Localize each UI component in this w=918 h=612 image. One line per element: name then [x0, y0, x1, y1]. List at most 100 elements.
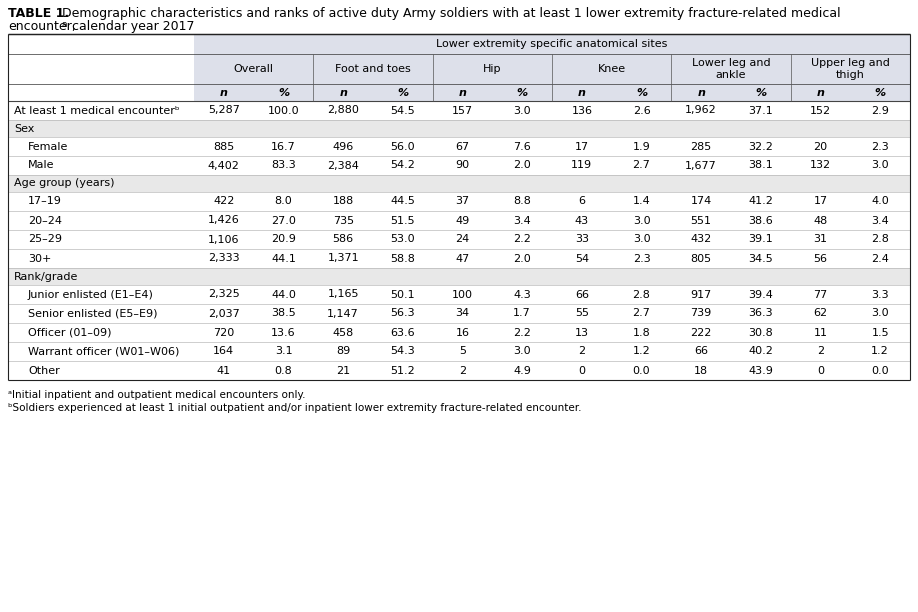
- Text: 1,147: 1,147: [328, 308, 359, 318]
- Text: 1.9: 1.9: [633, 141, 650, 152]
- Text: n: n: [817, 88, 824, 97]
- Text: a: a: [62, 20, 68, 29]
- Text: 1,426: 1,426: [208, 215, 240, 225]
- Text: 432: 432: [690, 234, 711, 245]
- Text: Age group (years): Age group (years): [14, 179, 115, 188]
- Text: 38.6: 38.6: [748, 215, 773, 225]
- Text: 0.0: 0.0: [633, 365, 650, 376]
- Text: 54.5: 54.5: [390, 105, 415, 116]
- Bar: [8, 342, 910, 361]
- Bar: [8, 230, 910, 249]
- Text: Rank/grade: Rank/grade: [14, 272, 78, 282]
- Text: 54.3: 54.3: [390, 346, 415, 357]
- Bar: [8, 137, 910, 156]
- Bar: [8, 304, 910, 323]
- Text: Male: Male: [28, 160, 54, 171]
- Text: 2.0: 2.0: [513, 253, 531, 264]
- Text: 0: 0: [817, 365, 824, 376]
- Text: Lower leg and
ankle: Lower leg and ankle: [691, 58, 770, 80]
- Text: TABLE 1.: TABLE 1.: [8, 7, 69, 20]
- Text: Demographic characteristics and ranks of active duty Army soldiers with at least: Demographic characteristics and ranks of…: [62, 7, 841, 20]
- Text: 5: 5: [459, 346, 466, 357]
- Text: %: %: [756, 88, 767, 97]
- Text: 132: 132: [810, 160, 831, 171]
- Text: Knee: Knee: [598, 64, 626, 74]
- Text: 5,287: 5,287: [207, 105, 240, 116]
- Text: encounter,: encounter,: [8, 20, 76, 33]
- Text: 1,165: 1,165: [328, 289, 359, 299]
- Text: 8.8: 8.8: [513, 196, 532, 206]
- Text: 44.1: 44.1: [271, 253, 296, 264]
- Text: Upper leg and
thigh: Upper leg and thigh: [811, 58, 890, 80]
- Text: 2: 2: [459, 365, 466, 376]
- Text: 3.0: 3.0: [871, 308, 889, 318]
- Text: Overall: Overall: [234, 64, 274, 74]
- Text: 805: 805: [690, 253, 711, 264]
- Text: 586: 586: [332, 234, 353, 245]
- Text: n: n: [698, 88, 705, 97]
- Text: 17–19: 17–19: [28, 196, 62, 206]
- Text: 100.0: 100.0: [268, 105, 299, 116]
- Text: 2.7: 2.7: [633, 160, 651, 171]
- Text: 56: 56: [813, 253, 827, 264]
- Text: 0.0: 0.0: [871, 365, 889, 376]
- Text: 136: 136: [571, 105, 592, 116]
- Text: 62: 62: [813, 308, 827, 318]
- Text: 1,962: 1,962: [686, 105, 717, 116]
- Text: Female: Female: [28, 141, 68, 152]
- Text: 2.7: 2.7: [633, 308, 651, 318]
- Text: 0.8: 0.8: [274, 365, 292, 376]
- Bar: [8, 361, 910, 380]
- Text: %: %: [636, 88, 647, 97]
- Text: 422: 422: [213, 196, 234, 206]
- Text: %: %: [278, 88, 289, 97]
- Text: 4,402: 4,402: [207, 160, 240, 171]
- Text: 20–24: 20–24: [28, 215, 62, 225]
- Text: Sex: Sex: [14, 124, 34, 133]
- Text: %: %: [875, 88, 886, 97]
- Text: 1.2: 1.2: [871, 346, 889, 357]
- Text: 51.5: 51.5: [390, 215, 415, 225]
- Text: Foot and toes: Foot and toes: [335, 64, 411, 74]
- Bar: [8, 101, 910, 120]
- Text: 66: 66: [694, 346, 708, 357]
- Text: 3.3: 3.3: [871, 289, 889, 299]
- Bar: [8, 156, 910, 175]
- Text: 54: 54: [575, 253, 588, 264]
- Text: Junior enlisted (E1–E4): Junior enlisted (E1–E4): [28, 289, 154, 299]
- Text: 25–29: 25–29: [28, 234, 62, 245]
- Text: 34.5: 34.5: [748, 253, 773, 264]
- Text: 100: 100: [452, 289, 473, 299]
- Text: 2,037: 2,037: [208, 308, 240, 318]
- Bar: [8, 175, 910, 192]
- Text: 2.6: 2.6: [633, 105, 650, 116]
- Bar: [8, 323, 910, 342]
- Text: 2.3: 2.3: [633, 253, 650, 264]
- Text: 63.6: 63.6: [390, 327, 415, 337]
- Text: 157: 157: [452, 105, 473, 116]
- Text: 1.2: 1.2: [633, 346, 650, 357]
- Bar: [8, 211, 910, 230]
- Bar: [8, 192, 910, 211]
- Text: 36.3: 36.3: [748, 308, 773, 318]
- Text: ᵇSoldiers experienced at least 1 initial outpatient and/or inpatient lower extre: ᵇSoldiers experienced at least 1 initial…: [8, 403, 581, 413]
- Bar: [8, 268, 910, 285]
- Text: 3.4: 3.4: [871, 215, 889, 225]
- Text: %: %: [517, 88, 528, 97]
- Text: n: n: [578, 88, 586, 97]
- Text: 2.4: 2.4: [871, 253, 890, 264]
- Text: 458: 458: [332, 327, 353, 337]
- Text: 34: 34: [455, 308, 470, 318]
- Text: Senior enlisted (E5–E9): Senior enlisted (E5–E9): [28, 308, 158, 318]
- Text: 917: 917: [690, 289, 711, 299]
- Text: 7.6: 7.6: [513, 141, 531, 152]
- Text: 11: 11: [813, 327, 827, 337]
- Text: 30+: 30+: [28, 253, 51, 264]
- Text: 16.7: 16.7: [271, 141, 296, 152]
- Text: 6: 6: [578, 196, 586, 206]
- Text: 43: 43: [575, 215, 588, 225]
- Text: 20: 20: [813, 141, 827, 152]
- Text: 3.1: 3.1: [274, 346, 292, 357]
- Bar: [8, 249, 910, 268]
- Text: 20.9: 20.9: [271, 234, 296, 245]
